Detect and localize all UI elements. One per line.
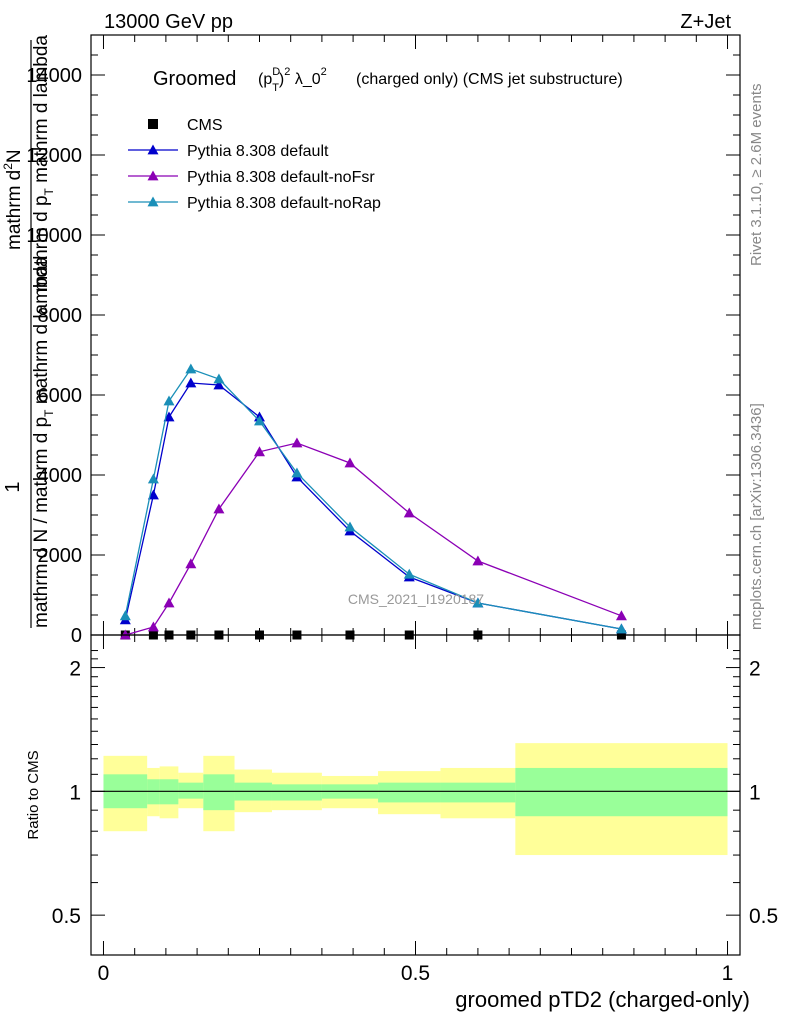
legend-marker	[147, 144, 159, 155]
data-point	[185, 558, 197, 569]
data-point	[163, 597, 175, 608]
main-y-axis-label: 1 mathrm d N / mathrm d pT mathrm d lamb…	[1, 35, 56, 628]
ratio-inner-band	[203, 774, 235, 811]
data-point	[344, 521, 356, 532]
ratio-y-tick-label-left: 0.5	[52, 905, 81, 928]
ylabel-numerator: mathrm d2N	[1, 149, 25, 250]
main-y-tick-label: 0	[71, 625, 82, 647]
ratio-plot-frame	[90, 634, 741, 956]
data-point	[615, 610, 627, 621]
series-2	[119, 437, 627, 640]
main-y-tick-label: 6000	[38, 385, 83, 407]
data-point	[291, 437, 303, 448]
legend-label: Pythia 8.308 default	[187, 143, 329, 160]
x-tick-label: 0	[98, 962, 110, 985]
legend-label: Pythia 8.308 default-noRap	[187, 195, 381, 212]
data-point	[472, 597, 484, 608]
data-point	[253, 446, 265, 457]
ratio-inner-band	[440, 782, 516, 803]
ratio-bands-layer	[91, 743, 740, 856]
data-point	[253, 415, 265, 426]
ratio-plot-panel: 0.5 0.5 1 1 2 2 0 0.5 1	[52, 634, 778, 985]
ratio-inner-band	[378, 782, 441, 803]
data-point	[472, 555, 484, 566]
data-point	[147, 473, 159, 484]
data-point	[163, 411, 175, 422]
main-y-tick-label: 2000	[38, 545, 83, 567]
data-point	[403, 568, 415, 579]
ylabel-numerator-denominator: mathrm d pT mathrm d lambda	[31, 35, 56, 292]
ratio-y-tick-label-right: 0.5	[749, 905, 778, 928]
data-point	[213, 373, 225, 384]
ratio-inner-band	[515, 767, 728, 817]
ratio-y-tick-label-right: 1	[749, 781, 761, 804]
legend-marker	[147, 170, 159, 181]
data-point	[344, 457, 356, 468]
main-y-tick-label: 8000	[38, 305, 83, 327]
main-plot-panel: 0 2000 4000 6000 8000 10000 12000 14000	[26, 34, 741, 647]
x-tick-label: 0.5	[401, 962, 430, 985]
main-y-tick-label: 4000	[38, 465, 83, 487]
main-y-tick-label: 12000	[26, 145, 82, 167]
x-tick-label: 1	[722, 962, 734, 985]
main-y-tick-label: 10000	[26, 225, 82, 247]
mcplots-label: mcplots.cern.ch [arXiv:1306.3436]	[748, 403, 765, 630]
chart-title-suffix: (charged only) (CMS jet substructure)	[356, 71, 623, 88]
legend: CMS Pythia 8.308 default Pythia 8.308 defa…	[128, 117, 381, 212]
legend-label: Pythia 8.308 default-noFsr	[187, 169, 375, 186]
header-energy-label: 13000 GeV pp	[104, 11, 233, 33]
analysis-watermark: CMS_2021_I1920187	[348, 591, 484, 607]
ratio-y-axis-label: Ratio to CMS	[25, 750, 42, 839]
ylabel-one: 1	[2, 481, 24, 492]
data-point	[291, 467, 303, 478]
legend-marker	[148, 119, 158, 129]
main-y-ticks: 0 2000 4000 6000 8000 10000 12000 14000	[26, 34, 740, 647]
data-point	[147, 621, 159, 632]
legend-item: Pythia 8.308 default	[128, 143, 329, 160]
legend-item: Pythia 8.308 default-noRap	[128, 195, 381, 212]
ratio-y-tick-label-right: 2	[749, 658, 761, 681]
legend-label: CMS	[187, 117, 223, 134]
data-point	[403, 507, 415, 518]
data-point	[119, 610, 131, 621]
data-point	[213, 379, 225, 390]
series-line	[124, 368, 622, 630]
ratio-y-tick-label-left: 1	[69, 781, 81, 804]
chart-title: Groomed (pD T)2 λ_02 (charged only) (CMS …	[153, 66, 623, 94]
x-axis-label: groomed pTD2 (charged-only)	[455, 987, 750, 1012]
ratio-inner-band	[271, 784, 322, 801]
ratio-ticks-layer: 0.5 0.5 1 1 2 2 0 0.5 1	[52, 635, 778, 985]
data-point	[185, 377, 197, 388]
header-process-label: Z+Jet	[680, 11, 731, 33]
legend-item: CMS	[148, 117, 223, 134]
data-point	[163, 395, 175, 406]
chart-title-formula: (pD T)2 λ_02	[258, 66, 327, 94]
ratio-y-tick-label-left: 2	[69, 658, 81, 681]
chart-title-groomed: Groomed	[153, 68, 236, 90]
data-point	[615, 623, 627, 634]
legend-item: Pythia 8.308 default-noFsr	[128, 169, 375, 186]
data-point	[147, 489, 159, 500]
series-3	[119, 363, 627, 634]
ratio-inner-band	[178, 782, 204, 799]
legend-marker	[147, 196, 159, 207]
rivet-version-label: Rivet 3.1.10, ≥ 2.6M events	[748, 84, 765, 267]
data-point	[185, 363, 197, 374]
main-y-tick-label: 14000	[26, 65, 82, 87]
data-point	[213, 503, 225, 514]
ylabel-denominator: mathrm d N / mathrm d pT mathrm d lambda	[31, 256, 56, 628]
